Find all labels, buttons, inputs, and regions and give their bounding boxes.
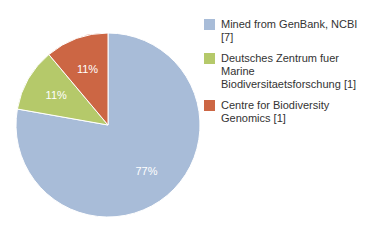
svg-text:11%: 11% [77, 63, 98, 75]
html-text:Mined from GenBank, NCBI [7]: Mined from GenBank, NCBI [7] [221, 18, 358, 43]
svg-text:11%: 11% [46, 89, 67, 101]
html-text:Deutsches Zentrum fuer Marine: Deutsches Zentrum fuer Marine Biodiversi… [221, 52, 357, 90]
svg-text:77%: 77% [135, 165, 157, 177]
html-text:Centre for Biodiversity Genomi: Centre for Biodiversity Genomics [1] [221, 99, 330, 124]
